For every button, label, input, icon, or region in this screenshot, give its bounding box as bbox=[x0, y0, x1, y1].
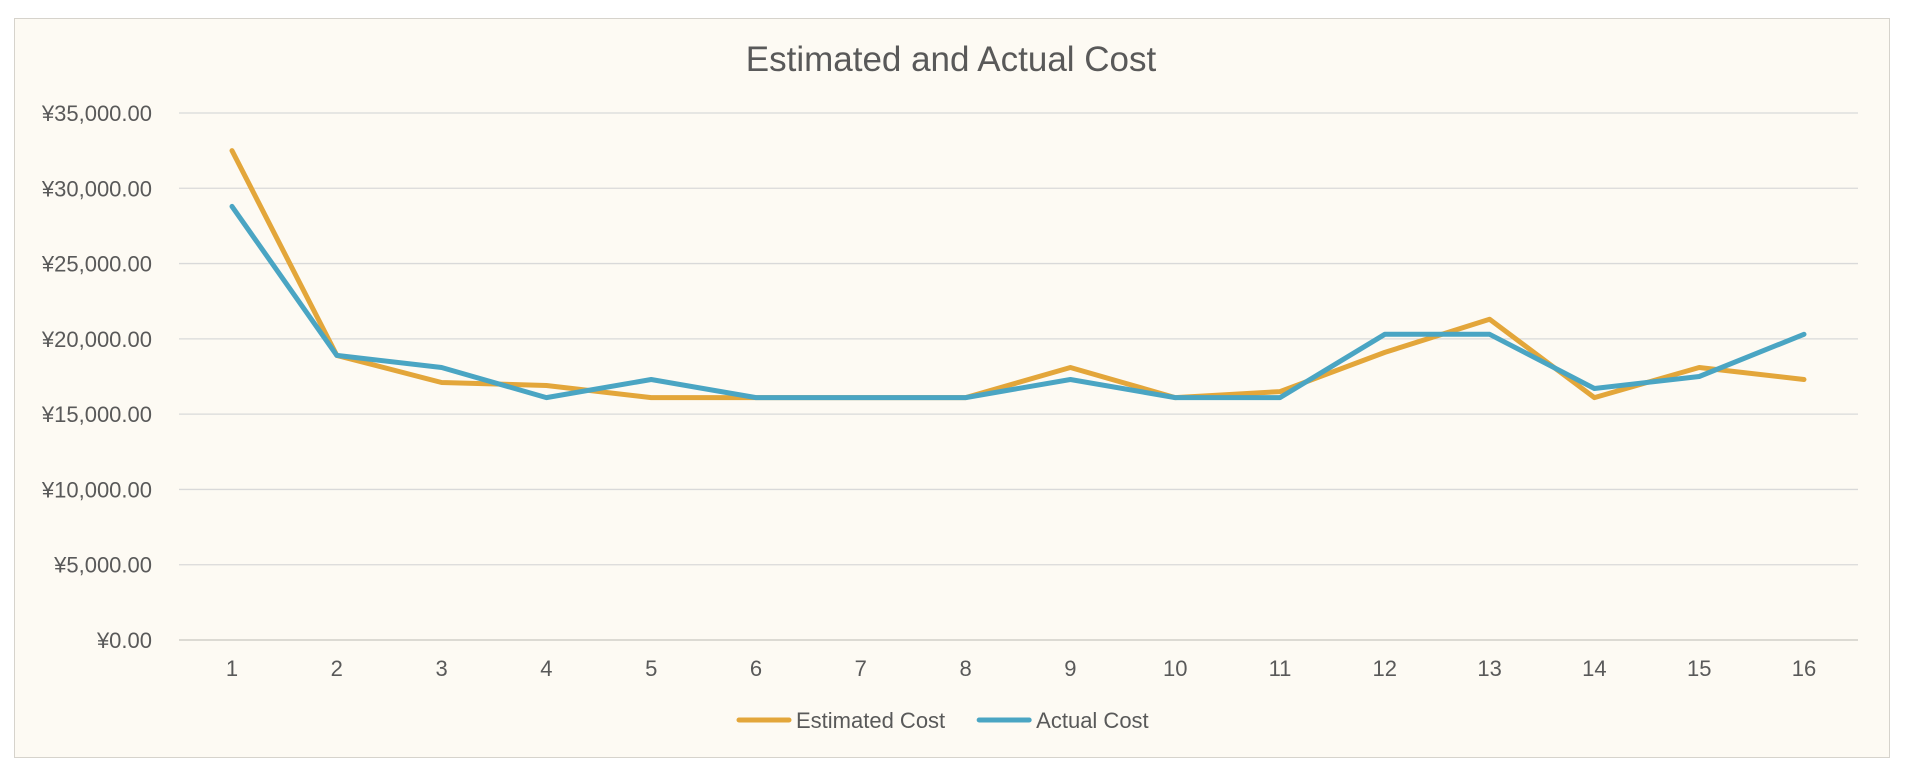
legend-label-actual-cost: Actual Cost bbox=[1036, 708, 1149, 733]
x-tick-label: 13 bbox=[1477, 656, 1501, 681]
x-tick-label: 11 bbox=[1269, 656, 1292, 681]
legend: Estimated Cost Actual Cost bbox=[736, 708, 1149, 733]
x-axis-tick-labels: 1 2 3 4 5 6 7 8 9 10 11 12 13 14 15 16 bbox=[226, 656, 1816, 681]
y-tick-label: ¥35,000.00 bbox=[41, 101, 152, 126]
y-tick-label: ¥0.00 bbox=[96, 628, 152, 653]
x-tick-label: 4 bbox=[540, 656, 552, 681]
x-tick-label: 16 bbox=[1792, 656, 1816, 681]
y-tick-label: ¥30,000.00 bbox=[41, 176, 152, 201]
y-axis-tick-labels: ¥0.00 ¥5,000.00 ¥10,000.00 ¥15,000.00 ¥20,00… bbox=[41, 101, 152, 653]
series-lines bbox=[229, 148, 1807, 401]
y-tick-label: ¥15,000.00 bbox=[41, 402, 152, 427]
x-tick-label: 10 bbox=[1163, 656, 1187, 681]
x-tick-label: 6 bbox=[750, 656, 762, 681]
y-tick-label: ¥25,000.00 bbox=[41, 252, 152, 277]
x-tick-label: 2 bbox=[331, 656, 343, 681]
x-tick-label: 1 bbox=[226, 656, 238, 681]
x-tick-label: 15 bbox=[1687, 656, 1711, 681]
chart-title: Estimated and Actual Cost bbox=[746, 40, 1157, 79]
chart-area bbox=[14, 18, 1890, 758]
series-line-actual-cost bbox=[229, 203, 1807, 401]
x-tick-label: 14 bbox=[1582, 656, 1606, 681]
x-tick-label: 7 bbox=[855, 656, 867, 681]
y-tick-label: ¥10,000.00 bbox=[41, 477, 152, 502]
y-tick-label: ¥5,000.00 bbox=[53, 553, 152, 578]
legend-label-estimated-cost: Estimated Cost bbox=[796, 708, 945, 733]
x-tick-label: 3 bbox=[435, 656, 447, 681]
x-tick-label: 9 bbox=[1064, 656, 1076, 681]
gridlines bbox=[179, 112, 1858, 641]
x-tick-label: 8 bbox=[959, 656, 971, 681]
x-tick-label: 5 bbox=[645, 656, 657, 681]
y-tick-label: ¥20,000.00 bbox=[41, 327, 152, 352]
x-tick-label: 12 bbox=[1373, 656, 1397, 681]
